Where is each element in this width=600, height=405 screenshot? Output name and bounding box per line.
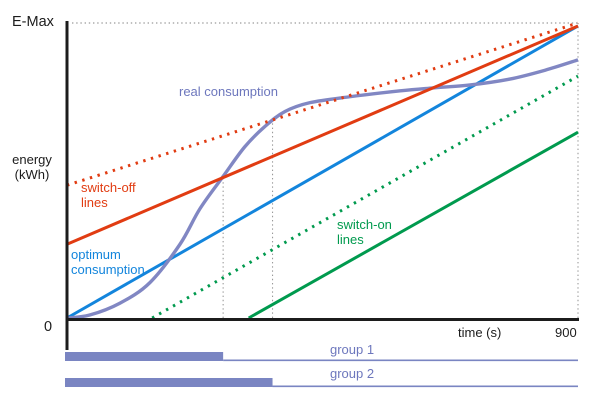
series-real-consumption — [66, 58, 579, 320]
group-2-on-bar — [65, 378, 273, 387]
emax-label: E-Max — [12, 14, 54, 30]
origin-tick-label: 0 — [44, 319, 53, 335]
group-1-on-bar — [65, 352, 224, 361]
series-switch-off-line-dotted — [66, 21, 579, 187]
switch-off-lines-label: switch-off lines — [81, 180, 136, 210]
x-axis-label: time (s) — [458, 325, 502, 340]
switch-on-lines-label: switch-on lines — [337, 217, 392, 247]
series-switch-on-line-dotted — [151, 74, 579, 320]
optimum-consumption-label: optimum consumption — [71, 247, 145, 277]
series-optimum-consumption — [66, 24, 579, 320]
series-switch-off-line-solid — [66, 24, 579, 246]
real-consumption-label: real consumption — [179, 84, 278, 99]
series-switch-on-line-solid — [247, 130, 579, 320]
group-2-label: group 2 — [330, 366, 375, 381]
x-end-tick-label: 900 — [555, 325, 577, 340]
y-axis-label: energy (kWh) — [12, 152, 52, 182]
group-1-label: group 1 — [330, 342, 375, 357]
